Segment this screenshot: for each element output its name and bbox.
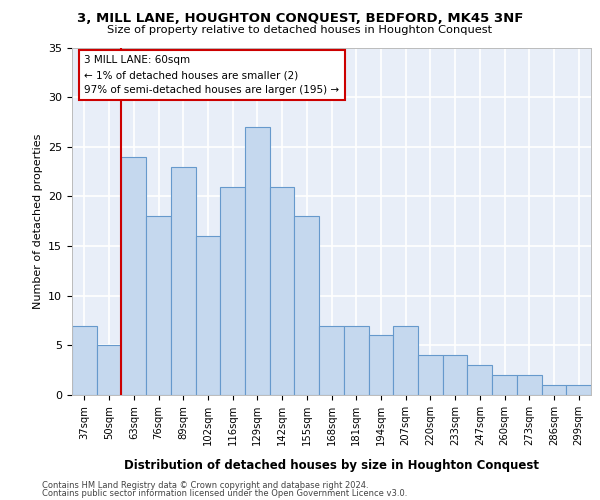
Bar [295,216,319,395]
Bar [97,346,121,395]
Bar [566,385,591,395]
Bar [72,326,97,395]
Bar [492,375,517,395]
Bar [443,356,467,395]
Bar [467,365,492,395]
Bar [245,127,270,395]
Bar [171,166,196,395]
Text: 3 MILL LANE: 60sqm
← 1% of detached houses are smaller (2)
97% of semi-detached : 3 MILL LANE: 60sqm ← 1% of detached hous… [85,56,340,95]
Bar [220,186,245,395]
Y-axis label: Number of detached properties: Number of detached properties [32,134,43,309]
Text: Contains HM Land Registry data © Crown copyright and database right 2024.: Contains HM Land Registry data © Crown c… [42,481,368,490]
Bar [270,186,295,395]
Bar [368,336,393,395]
Bar [196,236,220,395]
Bar [121,156,146,395]
Bar [344,326,368,395]
Text: 3, MILL LANE, HOUGHTON CONQUEST, BEDFORD, MK45 3NF: 3, MILL LANE, HOUGHTON CONQUEST, BEDFORD… [77,12,523,26]
Bar [517,375,542,395]
Bar [146,216,171,395]
Bar [393,326,418,395]
Text: Contains public sector information licensed under the Open Government Licence v3: Contains public sector information licen… [42,488,407,498]
Bar [319,326,344,395]
X-axis label: Distribution of detached houses by size in Houghton Conquest: Distribution of detached houses by size … [124,459,539,472]
Bar [542,385,566,395]
Bar [418,356,443,395]
Text: Size of property relative to detached houses in Houghton Conquest: Size of property relative to detached ho… [107,25,493,35]
